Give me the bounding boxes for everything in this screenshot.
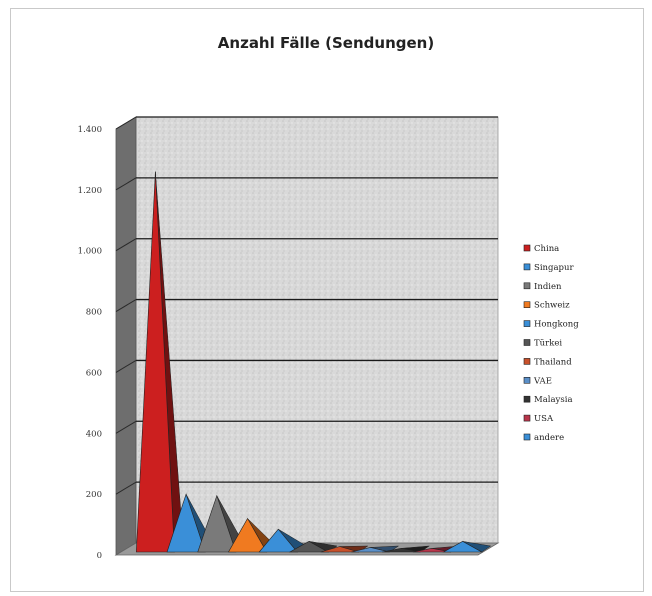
legend-label: Türkei — [534, 339, 562, 349]
legend-swatch — [523, 339, 531, 346]
pyramid-türkei — [288, 541, 330, 553]
gridline-side — [115, 238, 137, 252]
legend-label: Malaysia — [534, 395, 573, 405]
y-tick-label: 400 — [86, 429, 102, 439]
legend-label: China — [534, 244, 559, 254]
side-wall — [115, 116, 137, 556]
back-wall — [135, 116, 499, 544]
pyramid-hongkong — [258, 528, 298, 553]
pyramid-marks — [135, 171, 492, 553]
legend-label: Hongkong — [534, 320, 579, 330]
y-axis: 0 200 400 600 800 1.000 1.200 1.400 — [78, 125, 102, 561]
legend-swatch — [523, 320, 531, 327]
pyramid-andere — [442, 541, 483, 553]
y-tick-label: 800 — [86, 308, 102, 318]
gridlines — [115, 116, 498, 495]
legend-swatch — [523, 433, 531, 441]
legend-label: Thailand — [534, 357, 572, 367]
pyramid-indien — [197, 494, 237, 553]
y-tick-label: 200 — [86, 490, 102, 500]
legend-swatch — [523, 414, 531, 422]
chart-title: Anzahl Fälle (Sendungen) — [217, 34, 435, 52]
pyramid-china — [135, 171, 175, 553]
gridline-side — [115, 481, 137, 495]
gridline-side — [115, 116, 137, 130]
pyramid-thailand — [320, 546, 359, 553]
legend-label: Indien — [534, 282, 562, 292]
legend: China Singapur Indien Schweiz Hongkong Türkei… — [523, 244, 579, 443]
pyramid-malaysia — [382, 548, 421, 553]
legend-swatch — [523, 376, 531, 384]
legend-label: VAE — [533, 376, 552, 386]
gridline-side — [115, 420, 137, 434]
legend-swatch — [523, 282, 531, 290]
legend-label: Schweiz — [534, 301, 570, 311]
gridline-side — [115, 299, 137, 313]
legend-label: Singapur — [534, 263, 574, 273]
legend-swatch — [523, 395, 531, 403]
gridline-side — [115, 177, 137, 191]
pyramid-usa — [412, 548, 452, 553]
gridline-side — [115, 359, 137, 373]
y-tick-label: 1.400 — [78, 125, 102, 135]
legend-swatch — [523, 263, 531, 271]
legend-label: andere — [534, 433, 564, 443]
pyramid-singapur — [166, 493, 206, 553]
legend-swatch — [523, 358, 531, 365]
y-tick-label: 600 — [86, 368, 102, 378]
y-tick-label: 0 — [97, 551, 102, 561]
pyramid-vae — [351, 547, 390, 553]
y-tick-label: 1.200 — [78, 186, 102, 196]
legend-swatch — [523, 301, 531, 309]
legend-label: USA — [534, 414, 554, 424]
legend-swatch — [523, 244, 531, 252]
y-tick-label: 1.000 — [78, 247, 102, 257]
pyramid-schweiz — [227, 517, 268, 553]
